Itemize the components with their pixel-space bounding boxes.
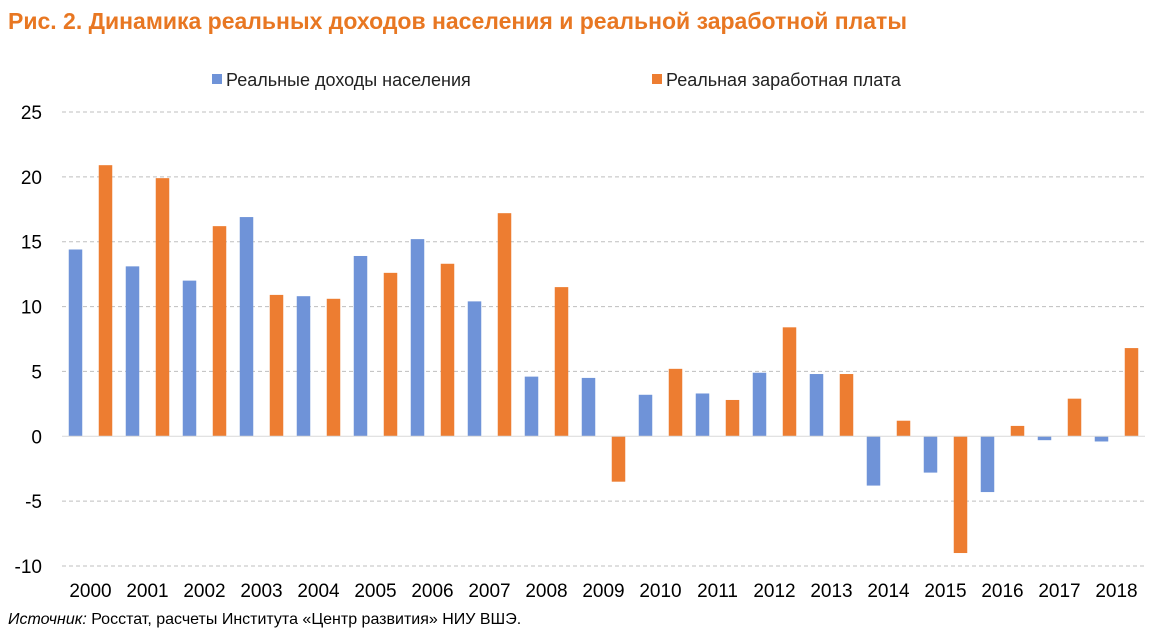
x-tick-label: 2002	[183, 581, 225, 602]
bar-wage	[1124, 348, 1139, 437]
x-tick-label: 2009	[582, 581, 624, 602]
bar-income	[752, 372, 767, 437]
bar-income	[239, 217, 254, 437]
bar-wage	[212, 226, 227, 437]
bar-wage	[269, 294, 284, 437]
bar-income	[524, 376, 539, 437]
bar-income	[1037, 436, 1052, 441]
bar-income	[695, 393, 710, 437]
bar-income	[1094, 436, 1109, 442]
bar-income	[467, 301, 482, 437]
source-text: Росстат, расчеты Института «Центр развит…	[86, 611, 522, 628]
x-tick-label: 2018	[1095, 581, 1137, 602]
bar-wage	[953, 436, 968, 554]
bar-income	[581, 377, 596, 437]
x-tick-label: 2006	[411, 581, 453, 602]
legend-swatch	[652, 74, 662, 84]
source-note: Источник: Росстат, расчеты Института «Це…	[8, 611, 521, 629]
bar-wage	[440, 263, 455, 437]
x-tick-label: 2017	[1038, 581, 1080, 602]
bar-wage	[98, 165, 113, 437]
bar-wage	[497, 213, 512, 437]
bar-income	[809, 374, 824, 437]
bar-income	[296, 296, 311, 437]
x-tick-label: 2010	[639, 581, 681, 602]
y-tick-label: 25	[21, 103, 42, 124]
bar-wage	[725, 399, 740, 437]
bar-wage	[1067, 398, 1082, 437]
x-tick-label: 2015	[924, 581, 966, 602]
x-tick-label: 2007	[468, 581, 510, 602]
bar-wage	[839, 374, 854, 437]
legend-label: Реальная заработная плата	[666, 70, 902, 90]
bar-wage	[155, 178, 170, 437]
y-tick-label: 5	[31, 362, 42, 383]
y-tick-label: 20	[21, 168, 42, 189]
x-tick-label: 2005	[354, 581, 396, 602]
y-tick-label: 10	[21, 298, 42, 319]
x-tick-label: 2008	[525, 581, 567, 602]
x-tick-label: 2001	[126, 581, 168, 602]
legend-label: Реальные доходы населения	[226, 70, 471, 90]
y-tick-label: -5	[25, 492, 42, 513]
bar-income	[980, 436, 995, 493]
bar-wage	[1010, 425, 1025, 437]
bar-wage	[782, 327, 797, 437]
x-tick-label: 2000	[69, 581, 111, 602]
bar-income	[410, 239, 425, 437]
source-label: Источник:	[8, 611, 87, 628]
x-tick-label: 2012	[753, 581, 795, 602]
bar-wage	[383, 272, 398, 437]
bar-wage	[554, 287, 569, 437]
bar-income	[182, 280, 197, 437]
bar-wage	[668, 368, 683, 437]
bar-wage	[611, 436, 626, 482]
y-tick-label: 0	[31, 427, 42, 448]
bar-income	[923, 436, 938, 473]
x-tick-label: 2014	[867, 581, 910, 602]
bar-income	[353, 255, 368, 437]
x-tick-label: 2011	[697, 581, 738, 602]
bar-income	[125, 266, 140, 437]
y-tick-label: 15	[21, 233, 42, 254]
bar-income	[638, 394, 653, 437]
bar-wage	[896, 420, 911, 437]
x-tick-label: 2013	[810, 581, 852, 602]
x-tick-label: 2003	[240, 581, 282, 602]
chart-title: Рис. 2. Динамика реальных доходов населе…	[8, 8, 907, 34]
bar-wage	[326, 298, 341, 437]
x-tick-label: 2004	[297, 581, 340, 602]
bar-income	[866, 436, 881, 486]
legend-swatch	[212, 74, 222, 84]
x-tick-label: 2016	[981, 581, 1023, 602]
y-tick-label: -10	[15, 557, 42, 578]
bar-income	[68, 249, 83, 437]
